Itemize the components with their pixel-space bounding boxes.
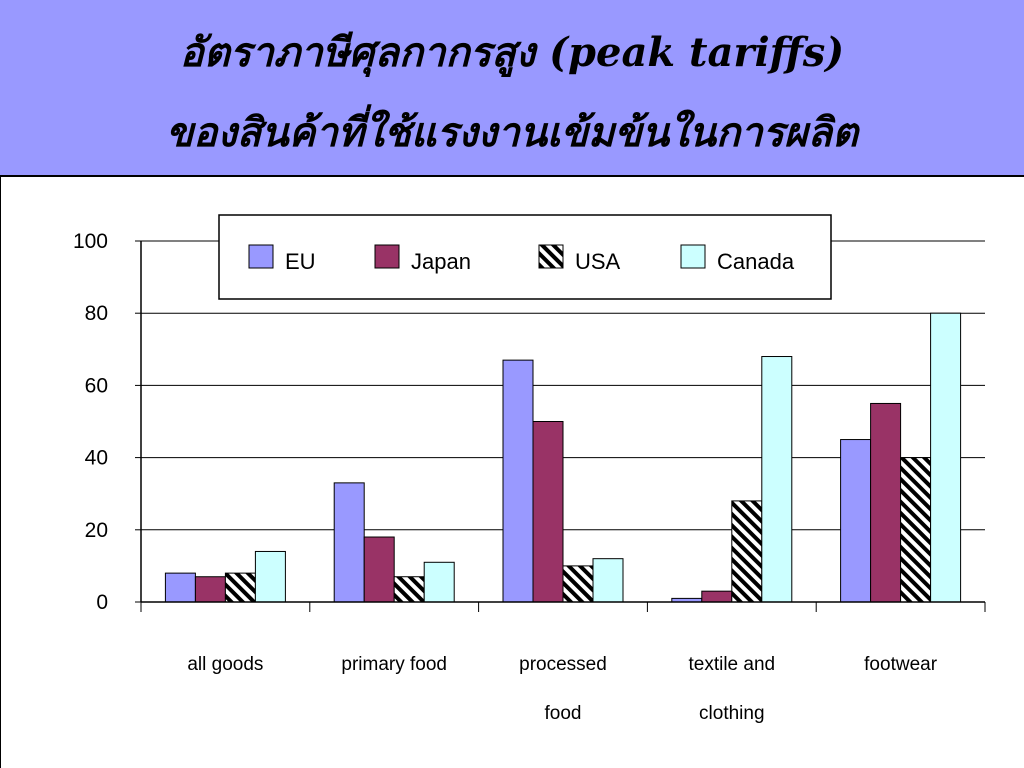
legend-swatch-eu bbox=[248, 244, 274, 269]
x-category-label: clothing bbox=[699, 703, 765, 724]
bar-japan bbox=[532, 421, 564, 603]
y-tick-label: 100 bbox=[73, 230, 108, 253]
bar-canada bbox=[930, 312, 962, 603]
legend-label-japan: Japan bbox=[411, 249, 471, 274]
x-category-label: all goods bbox=[187, 654, 263, 675]
legend-swatch-usa bbox=[538, 244, 564, 269]
legend-label-canada: Canada bbox=[717, 249, 795, 274]
slide-title-line-2: ของสินค้าที่ใช้แรงงานเข้มข้นในการผลิต bbox=[165, 109, 859, 156]
bar-eu bbox=[502, 359, 534, 603]
y-tick-label: 40 bbox=[85, 447, 108, 470]
slide-left-border bbox=[0, 177, 1, 768]
bars bbox=[164, 312, 962, 603]
x-category-label: textile and bbox=[688, 654, 775, 675]
x-category-label: food bbox=[545, 703, 582, 724]
bar-canada bbox=[761, 356, 793, 603]
legend: EU Japan USA Canada bbox=[218, 214, 832, 300]
legend-label-eu: EU bbox=[285, 249, 316, 274]
bar-canada bbox=[423, 561, 455, 603]
bar-japan bbox=[194, 576, 226, 603]
slide-title-line-1: อัตราภาษีศุลกากรสูง (peak tariffs) bbox=[179, 29, 845, 76]
bar-eu bbox=[840, 439, 872, 603]
bar-canada bbox=[592, 558, 624, 603]
bar-usa bbox=[224, 572, 256, 603]
y-tick-label: 80 bbox=[85, 302, 108, 325]
bar-usa bbox=[393, 576, 425, 603]
bar-japan bbox=[363, 536, 395, 603]
bar-usa bbox=[562, 565, 594, 603]
bar-eu bbox=[164, 572, 196, 603]
bar-usa bbox=[731, 500, 763, 603]
legend-swatch-canada bbox=[680, 244, 706, 269]
title-bar: อัตราภาษีศุลกากรสูง (peak tariffs) ของสิ… bbox=[0, 0, 1024, 177]
legend-label-usa: USA bbox=[575, 249, 621, 274]
y-tick-label: 60 bbox=[85, 374, 108, 397]
x-category-label: footwear bbox=[864, 654, 938, 675]
x-category-label: processed bbox=[519, 654, 607, 675]
bar-usa bbox=[900, 457, 932, 603]
y-tick-label: 0 bbox=[96, 591, 108, 614]
bar-japan bbox=[870, 402, 902, 603]
bar-eu bbox=[333, 482, 365, 603]
x-category-label: primary food bbox=[341, 654, 447, 675]
legend-swatch-japan bbox=[374, 244, 400, 269]
y-tick-label: 20 bbox=[85, 519, 108, 542]
bar-canada bbox=[254, 550, 286, 603]
bar-japan bbox=[701, 590, 733, 603]
axes: 0 20 40 60 80 100 all goods primary food process… bbox=[73, 230, 986, 724]
legend-box bbox=[218, 214, 832, 300]
